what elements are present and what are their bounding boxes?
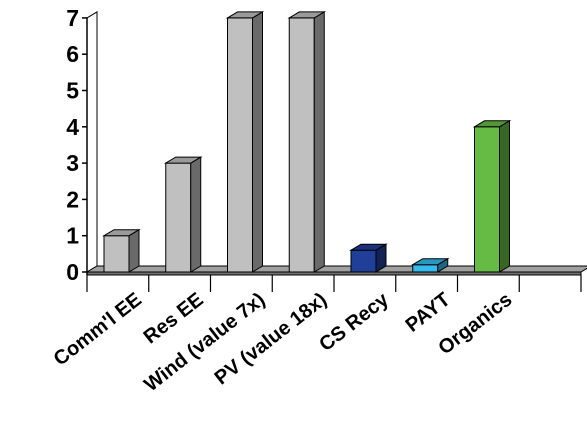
bar-top — [410, 258, 450, 266]
x-tick-label: CS Recy — [315, 288, 393, 356]
chart-walls — [86, 11, 98, 273]
y-tick-label: 4 — [66, 114, 79, 140]
x-tick-label: PAYT — [402, 289, 455, 337]
y-tick-label: 3 — [66, 150, 79, 176]
y-tick-label: 2 — [66, 186, 79, 212]
x-tick-label: Comm'l EE — [50, 289, 146, 371]
bar-front — [350, 249, 377, 273]
y-tick-label: 6 — [66, 41, 79, 67]
bar-side — [313, 11, 325, 273]
bar — [472, 119, 512, 273]
bar — [410, 257, 450, 273]
bar-side — [252, 11, 263, 273]
bar — [163, 156, 203, 273]
bar — [102, 228, 141, 273]
y-tick-label: 0 — [66, 259, 79, 285]
bar-front — [103, 235, 130, 273]
floor-top — [85, 265, 587, 273]
bar-top — [225, 11, 265, 19]
floor-front — [86, 271, 582, 276]
chart-bars — [102, 11, 512, 273]
bar-side — [499, 119, 510, 273]
bar-top — [163, 156, 203, 164]
bar-front — [288, 17, 315, 273]
bar-side — [190, 156, 202, 273]
bar — [349, 243, 388, 273]
y-axis-ticks: 0 1 2 3 4 5 6 7 — [66, 5, 88, 285]
bar-front — [165, 162, 192, 273]
bar-top — [349, 243, 388, 251]
bar-top — [472, 120, 512, 128]
bar-top — [102, 229, 141, 237]
y-tick-label: 1 — [66, 223, 79, 249]
bar-front — [412, 264, 439, 273]
bar-side — [128, 228, 140, 273]
y-tick-label: 7 — [66, 5, 79, 31]
x-tick-label: PV (value 18x) — [211, 289, 331, 390]
bar-front — [474, 126, 500, 273]
bar-top — [287, 11, 327, 19]
side-wall — [86, 11, 98, 273]
bar-front — [227, 17, 253, 273]
bar — [287, 11, 327, 273]
bar — [225, 11, 265, 273]
y-tick-label: 5 — [66, 78, 79, 104]
chart-floor — [85, 265, 587, 276]
